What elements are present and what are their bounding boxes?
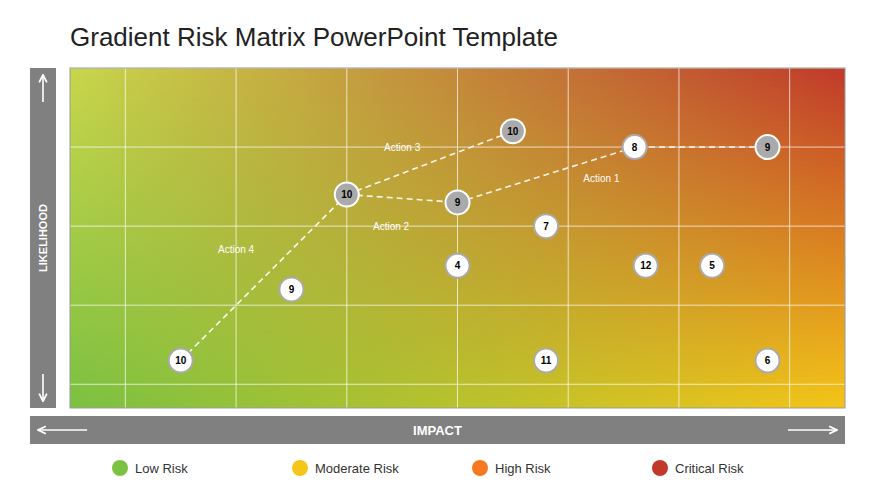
grid-line-x [789, 68, 790, 408]
action-line [181, 195, 347, 361]
y-axis-label: LIKELIHOOD [37, 204, 49, 272]
legend-swatch [472, 460, 488, 476]
point-label: 4 [455, 260, 461, 271]
y-axis-arrow [42, 374, 44, 401]
point-label: 9 [289, 284, 295, 295]
x-axis-arrow [38, 429, 87, 431]
point-label: 9 [455, 197, 461, 208]
grid-line-y [70, 384, 845, 385]
grid-line-x [457, 68, 458, 408]
action-line [347, 195, 458, 203]
risk-point [634, 254, 658, 278]
grid-line-x [678, 68, 679, 408]
point-label: 10 [175, 355, 187, 366]
grid-line-y [70, 147, 845, 148]
risk-point [501, 119, 525, 143]
plot-area [70, 68, 845, 408]
legend-label: Moderate Risk [315, 461, 399, 476]
risk-point [700, 254, 724, 278]
x-axis-label: IMPACT [413, 423, 462, 438]
risk-point [169, 349, 193, 373]
action-label: Action 1 [583, 173, 620, 184]
risk-point [534, 214, 558, 238]
legend-swatch [292, 460, 308, 476]
point-label: 5 [709, 260, 715, 271]
risk-point [446, 190, 470, 214]
point-label: 9 [765, 142, 771, 153]
legend-label: Critical Risk [675, 461, 744, 476]
point-label: 7 [543, 221, 549, 232]
point-label: 6 [765, 355, 771, 366]
risk-point [756, 349, 780, 373]
risk-point [279, 277, 303, 301]
gradient-background [70, 68, 845, 408]
point-label: 11 [541, 355, 552, 366]
legend-label: High Risk [495, 461, 551, 476]
action-label: Action 4 [218, 244, 255, 255]
grid-line-y [70, 226, 845, 227]
legend-label: Low Risk [135, 461, 188, 476]
plot-frame [70, 68, 845, 408]
risk-point [623, 135, 647, 159]
x-axis-bar [30, 416, 845, 444]
grid-line-x [568, 68, 569, 408]
legend-swatch [112, 460, 128, 476]
legend-swatch [652, 460, 668, 476]
grid-line-x [236, 68, 237, 408]
risk-point [335, 183, 359, 207]
point-label: 10 [341, 189, 353, 200]
action-label: Action 2 [373, 221, 410, 232]
point-label: 10 [507, 126, 519, 137]
chart-title: Gradient Risk Matrix PowerPoint Template [70, 22, 558, 52]
plot-texts: Action 1 Action 2 Action 3 Action 4 10 9 10 9 4 7… [175, 126, 771, 366]
chart: Gradient Risk Matrix PowerPoint Template… [0, 0, 869, 488]
action-line [458, 147, 768, 202]
action-label: Action 3 [384, 142, 421, 153]
x-axis-arrow [788, 429, 837, 431]
point-label: 8 [632, 142, 638, 153]
risk-point [756, 135, 780, 159]
y-axis-arrow [42, 75, 44, 102]
grid-line-x [346, 68, 347, 408]
risk-point [534, 349, 558, 373]
gradient-background [70, 68, 845, 408]
grid-line-y [70, 305, 845, 306]
risk-point [446, 254, 470, 278]
action-line [347, 131, 513, 194]
point-label: 12 [640, 260, 652, 271]
y-axis-bar [30, 68, 56, 408]
legend: Low Risk Moderate Risk High Risk Critical R… [112, 460, 744, 476]
grid-line-x [125, 68, 126, 408]
